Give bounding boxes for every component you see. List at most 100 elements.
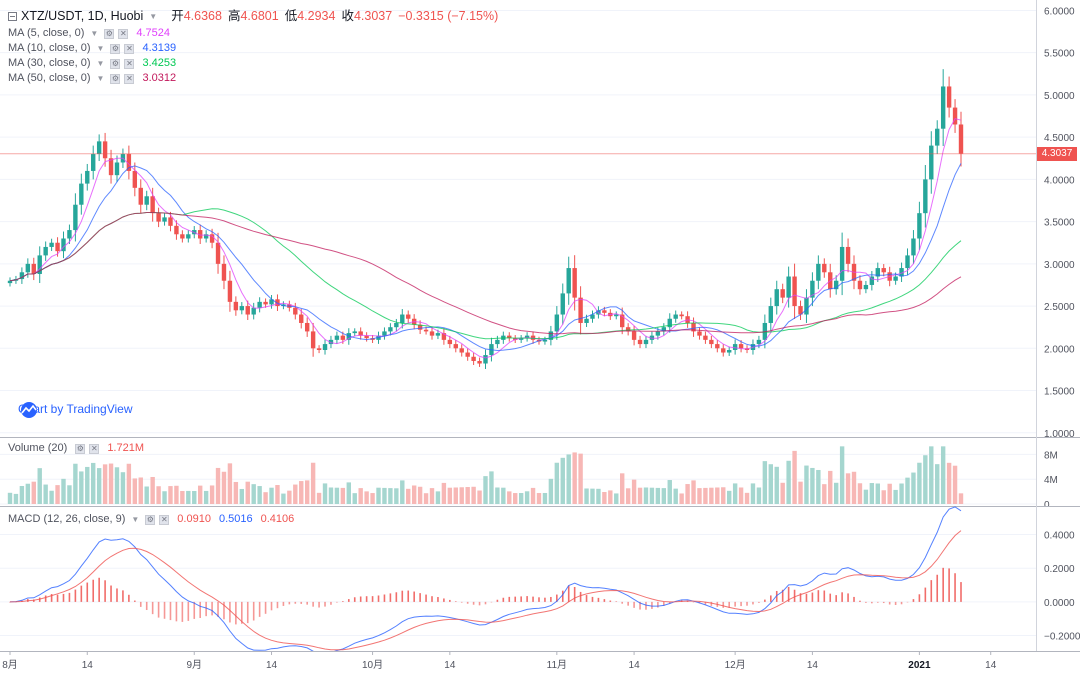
gear-icon[interactable]: ⚙ bbox=[145, 514, 156, 525]
volume-bar bbox=[132, 478, 138, 504]
volume-bar bbox=[126, 463, 132, 504]
macd-signal-value: 0.4106 bbox=[260, 513, 295, 525]
volume-bar bbox=[726, 490, 732, 504]
volume-bar bbox=[251, 484, 256, 504]
volume-bar bbox=[608, 490, 613, 504]
chevron-down-icon[interactable]: ▼ bbox=[90, 29, 99, 38]
ma10-name: MA (10, close, 0) bbox=[8, 42, 91, 54]
ma5-value: 4.7524 bbox=[136, 27, 170, 39]
volume-bar bbox=[869, 483, 875, 504]
macd-histogram-bar bbox=[633, 601, 635, 608]
ma30-legend[interactable]: MA (30, close, 0) ▼ ⚙ ✕ 3.4253 bbox=[8, 56, 498, 71]
collapse-icon[interactable] bbox=[8, 11, 17, 21]
macd-pane[interactable]: 0.4000 0.2000 0.0000 −0.2000 MACD (12, 26, … bbox=[0, 506, 1080, 651]
candle-body bbox=[447, 339, 453, 345]
chevron-down-icon[interactable]: ▼ bbox=[96, 44, 105, 53]
candle-body bbox=[382, 331, 387, 336]
volume-bar bbox=[144, 486, 149, 504]
volume-bar bbox=[631, 479, 637, 504]
volume-bar bbox=[299, 481, 304, 504]
macd-line-value: 0.5016 bbox=[218, 513, 253, 525]
macd-histogram-bar bbox=[811, 592, 814, 602]
volume-chart[interactable]: 8M 4M 0 bbox=[0, 437, 1080, 506]
close-icon[interactable]: ✕ bbox=[89, 443, 100, 454]
macd-histogram-bar bbox=[490, 601, 493, 603]
ma5-legend[interactable]: MA (5, close, 0) ▼ ⚙ ✕ 4.7524 bbox=[8, 26, 498, 41]
volume-bar bbox=[507, 491, 512, 504]
tradingview-watermark[interactable]: Chart by TradingView bbox=[18, 402, 133, 418]
candle-body bbox=[703, 335, 708, 340]
volume-bar bbox=[833, 482, 839, 504]
volume-tick-label: 8M bbox=[1044, 450, 1058, 461]
watermark-text[interactable]: Chart by TradingView bbox=[18, 402, 133, 416]
chevron-down-icon[interactable]: ▼ bbox=[96, 74, 105, 83]
symbol-title[interactable]: XTZ/USDT, 1D, Huobi bbox=[21, 8, 144, 23]
time-axis-labels[interactable]: 8月 14 9月 14 10月 14 11月 14 12月 14 2021 14 bbox=[0, 651, 1080, 677]
volume-bar bbox=[816, 469, 821, 504]
macd-histogram-bar bbox=[853, 596, 855, 602]
price-tick-label: 1.5000 bbox=[1044, 387, 1075, 398]
candle-body bbox=[91, 154, 96, 171]
gear-icon[interactable]: ⚙ bbox=[110, 58, 121, 69]
close-icon[interactable]: ✕ bbox=[118, 28, 129, 39]
pane-separator[interactable] bbox=[0, 506, 1080, 507]
gear-icon[interactable]: ⚙ bbox=[104, 28, 115, 39]
volume-bar bbox=[495, 487, 500, 504]
macd-chart[interactable]: 0.4000 0.2000 0.0000 −0.2000 bbox=[0, 506, 1080, 651]
chevron-down-icon[interactable]: ▼ bbox=[131, 515, 140, 524]
volume-bar bbox=[91, 462, 96, 504]
macd-histogram-bar bbox=[954, 573, 956, 602]
macd-histogram-bar bbox=[460, 601, 463, 603]
price-pane[interactable]: 6.0000 5.5000 5.0000 4.5000 4.0000 3.5000 3.00… bbox=[0, 0, 1080, 437]
gear-icon[interactable]: ⚙ bbox=[110, 73, 121, 84]
candle-body bbox=[245, 306, 250, 315]
ma50-legend[interactable]: MA (50, close, 0) ▼ ⚙ ✕ 3.0312 bbox=[8, 71, 498, 86]
candle-body bbox=[798, 306, 803, 315]
close-icon[interactable]: ✕ bbox=[124, 43, 135, 54]
price-tick-label: 4.0000 bbox=[1044, 175, 1075, 186]
volume-bar bbox=[417, 486, 423, 504]
macd-histogram-bar bbox=[906, 601, 909, 603]
macd-histogram-bar bbox=[775, 590, 778, 602]
macd-legend[interactable]: MACD (12, 26, close, 9) ▼ ⚙ ✕ 0.0910 0.5… bbox=[8, 512, 294, 527]
close-icon[interactable]: ✕ bbox=[159, 514, 170, 525]
macd-histogram-bar bbox=[591, 596, 594, 602]
macd-histogram-bar bbox=[401, 590, 404, 602]
volume-bar bbox=[685, 484, 690, 504]
candle-body bbox=[85, 170, 90, 184]
volume-bar bbox=[768, 464, 773, 504]
ma10-legend[interactable]: MA (10, close, 0) ▼ ⚙ ✕ 4.3139 bbox=[8, 41, 498, 56]
time-axis[interactable]: 8月 14 9月 14 10月 14 11月 14 12月 14 2021 14 bbox=[0, 651, 1080, 677]
macd-histogram-bar bbox=[38, 597, 41, 602]
volume-bar bbox=[203, 490, 209, 504]
volume-bar bbox=[227, 463, 233, 504]
macd-histogram-bar bbox=[217, 601, 219, 617]
macd-histogram-bar bbox=[92, 579, 95, 602]
candle-body bbox=[233, 301, 239, 311]
macd-histogram-bar bbox=[472, 601, 475, 605]
gear-icon[interactable]: ⚙ bbox=[75, 443, 86, 454]
candle-body bbox=[304, 322, 310, 332]
chevron-down-icon[interactable]: ▼ bbox=[96, 59, 105, 68]
volume-pane[interactable]: 8M 4M 0 Volume (20) ⚙ ✕ 1.721M bbox=[0, 437, 1080, 506]
gear-icon[interactable]: ⚙ bbox=[110, 43, 121, 54]
volume-bar bbox=[881, 490, 886, 504]
macd-histogram-bar bbox=[163, 601, 166, 619]
close-icon[interactable]: ✕ bbox=[124, 73, 135, 84]
pane-separator[interactable] bbox=[0, 437, 1080, 438]
candle-body bbox=[49, 242, 54, 247]
time-tick-label: 8月 bbox=[2, 659, 18, 671]
chevron-down-icon[interactable]: ▼ bbox=[149, 11, 158, 21]
price-chart[interactable]: 6.0000 5.5000 5.0000 4.5000 4.0000 3.5000 3.00… bbox=[0, 0, 1080, 437]
close-icon[interactable]: ✕ bbox=[124, 58, 135, 69]
volume-bar bbox=[822, 484, 827, 504]
volume-bar bbox=[744, 492, 750, 504]
macd-histogram-bar bbox=[514, 596, 517, 602]
volume-tick-label: 0 bbox=[1044, 500, 1050, 506]
volume-bar bbox=[334, 487, 340, 504]
volume-bar bbox=[293, 484, 298, 504]
volume-legend[interactable]: Volume (20) ⚙ ✕ 1.721M bbox=[8, 441, 144, 456]
macd-histogram-bar bbox=[425, 594, 427, 602]
macd-histogram-bar bbox=[621, 601, 624, 604]
candle-body bbox=[893, 276, 898, 281]
